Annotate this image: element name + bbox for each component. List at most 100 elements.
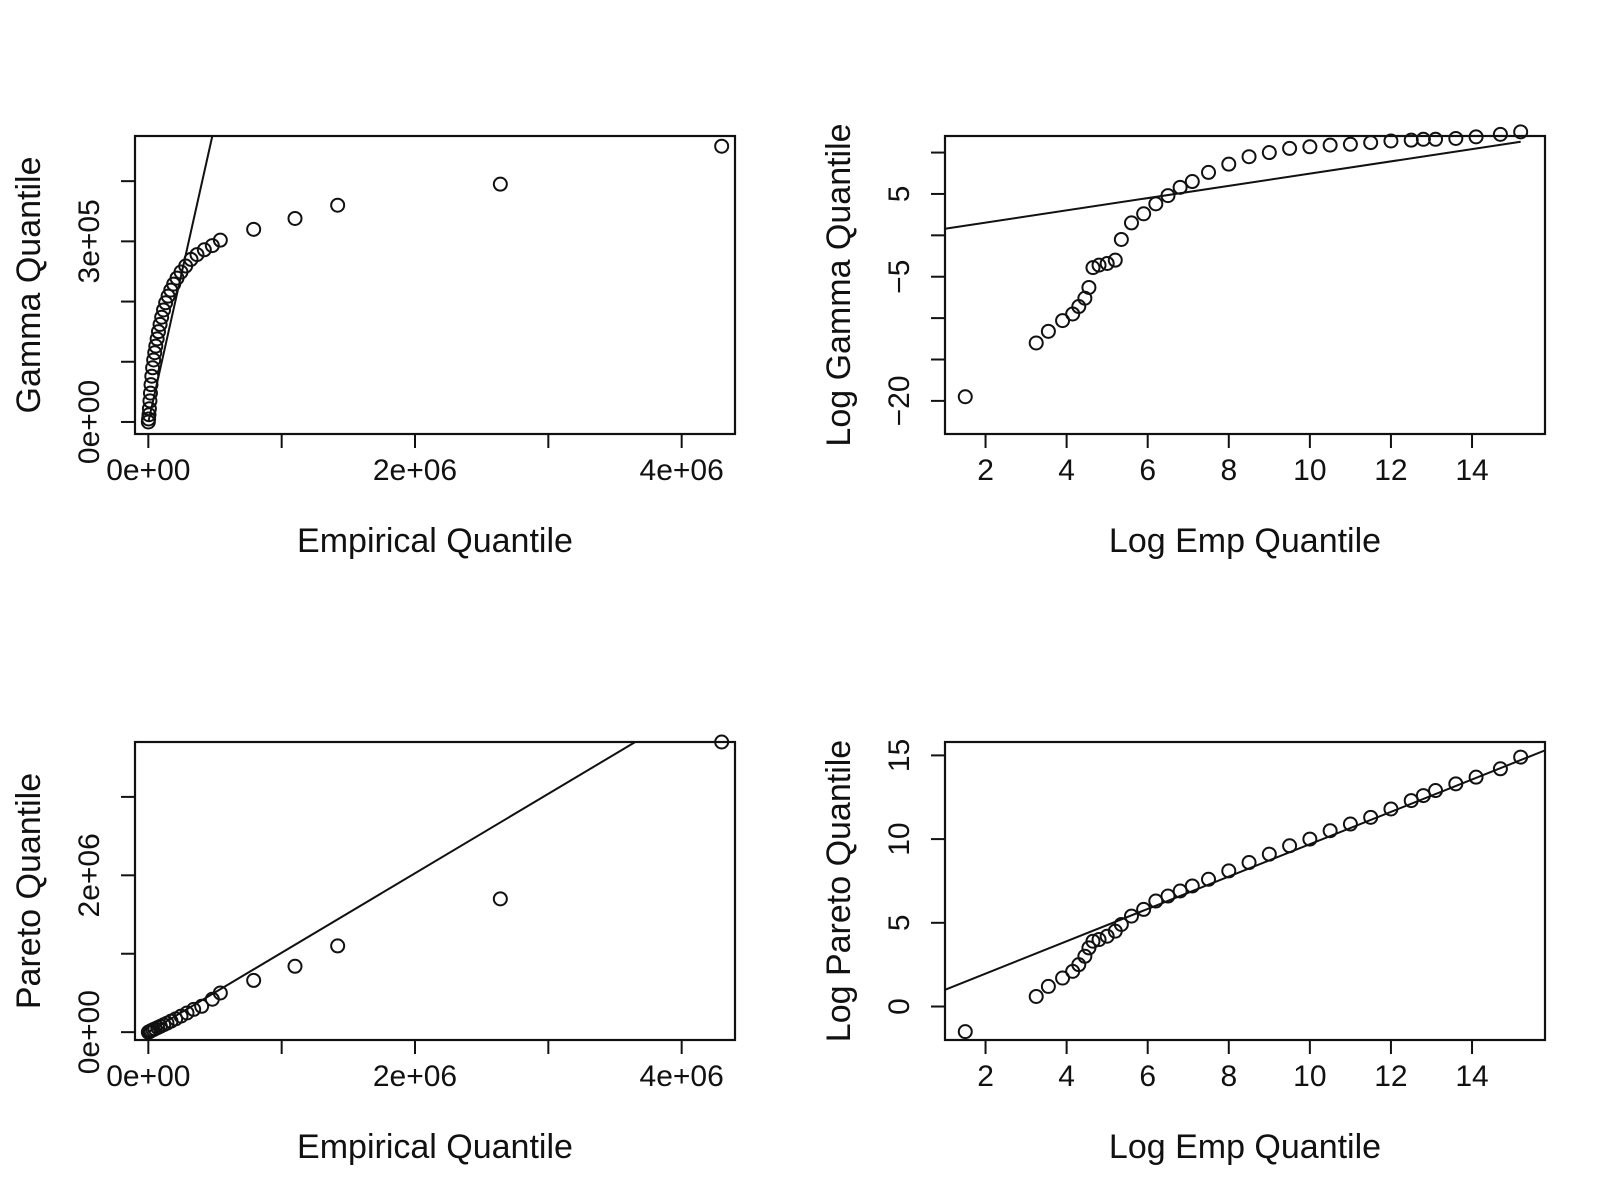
data-point bbox=[1342, 136, 1358, 152]
data-point bbox=[330, 938, 346, 954]
data-point bbox=[146, 352, 162, 368]
plot-frame bbox=[943, 134, 1547, 436]
y-tick-label: 15 bbox=[883, 739, 916, 772]
data-point bbox=[1099, 928, 1115, 944]
data-point bbox=[1136, 901, 1152, 917]
data-point bbox=[1261, 846, 1277, 862]
x-tick-label: 12 bbox=[1374, 1060, 1407, 1093]
data-point bbox=[1113, 916, 1129, 932]
y-axis-label: Pareto Quantile bbox=[10, 773, 48, 1009]
data-point bbox=[246, 972, 262, 988]
data-point bbox=[142, 393, 158, 409]
data-point bbox=[957, 389, 973, 405]
data-point bbox=[1428, 131, 1444, 147]
data-point bbox=[1468, 129, 1484, 145]
data-point bbox=[1040, 323, 1056, 339]
data-point bbox=[1492, 761, 1508, 777]
data-point bbox=[186, 1001, 202, 1017]
data-point bbox=[1040, 978, 1056, 994]
panel-top-right: 2 4 6 8 10 12 14 −20 −5 5 Log Emp Quantile Log Gamm… bbox=[820, 123, 1547, 560]
data-point bbox=[1363, 809, 1379, 825]
x-tick-label: 10 bbox=[1293, 454, 1326, 487]
data-point bbox=[1028, 988, 1044, 1004]
y-axis-label: Gamma Quantile bbox=[10, 157, 48, 414]
x-tick-label: 2 bbox=[977, 454, 994, 487]
data-point bbox=[1091, 932, 1107, 948]
data-point bbox=[492, 891, 508, 907]
x-axis-label: Empirical Quantile bbox=[297, 1128, 573, 1166]
x-axis-label: Log Emp Quantile bbox=[1109, 1128, 1381, 1166]
data-point bbox=[1342, 816, 1358, 832]
data-point bbox=[246, 221, 262, 237]
data-point bbox=[287, 210, 303, 226]
data-point bbox=[194, 998, 210, 1014]
y-tick-label: 5 bbox=[883, 186, 916, 203]
data-point bbox=[1363, 135, 1379, 151]
data-point bbox=[1172, 179, 1188, 195]
data-point bbox=[1160, 188, 1176, 204]
data-point bbox=[1241, 149, 1257, 165]
data-point bbox=[1513, 749, 1529, 765]
data-point bbox=[1028, 335, 1044, 351]
data-point bbox=[1201, 164, 1217, 180]
data-point bbox=[156, 302, 172, 318]
y-tick-label: 0 bbox=[883, 998, 916, 1015]
data-point bbox=[1172, 883, 1188, 899]
y-tick-label: 10 bbox=[883, 822, 916, 855]
data-point bbox=[287, 958, 303, 974]
y-tick-label: −5 bbox=[883, 260, 916, 294]
x-tick-label: 12 bbox=[1374, 454, 1407, 487]
data-point bbox=[141, 401, 157, 417]
x-tick-label: 4 bbox=[1058, 454, 1075, 487]
data-point bbox=[1302, 831, 1318, 847]
y-tick-label: −20 bbox=[883, 375, 916, 426]
data-point bbox=[1148, 196, 1164, 212]
data-point bbox=[1241, 855, 1257, 871]
data-point bbox=[150, 324, 166, 340]
data-point bbox=[144, 368, 160, 384]
x-tick-label: 14 bbox=[1455, 454, 1488, 487]
data-point bbox=[1184, 878, 1200, 894]
data-point bbox=[1091, 257, 1107, 273]
data-point bbox=[1282, 140, 1298, 156]
data-point bbox=[1513, 124, 1529, 140]
data-point bbox=[1055, 970, 1071, 986]
data-point bbox=[1099, 255, 1115, 271]
data-point bbox=[1448, 130, 1464, 146]
x-tick-label: 6 bbox=[1139, 454, 1156, 487]
data-point bbox=[1322, 137, 1338, 153]
data-point bbox=[1403, 793, 1419, 809]
data-point bbox=[1113, 231, 1129, 247]
data-point bbox=[714, 138, 730, 154]
x-tick-label: 4e+06 bbox=[640, 454, 724, 487]
data-point bbox=[1123, 908, 1139, 924]
data-point bbox=[1085, 933, 1101, 949]
data-point bbox=[212, 985, 228, 1001]
plot-frame bbox=[133, 134, 737, 436]
reference-line bbox=[147, 741, 636, 1034]
y-axis-label: Log Gamma Quantile bbox=[820, 123, 858, 446]
x-tick-label: 8 bbox=[1220, 454, 1237, 487]
reference-line bbox=[944, 749, 1546, 991]
data-point bbox=[158, 295, 174, 311]
data-point bbox=[957, 1024, 973, 1040]
data-point bbox=[330, 197, 346, 213]
data-point bbox=[1415, 788, 1431, 804]
plot-frame bbox=[943, 740, 1547, 1042]
data-point bbox=[1055, 313, 1071, 329]
data-point bbox=[1184, 174, 1200, 190]
data-point bbox=[147, 345, 163, 361]
y-tick-label: 3e+05 bbox=[73, 199, 106, 283]
x-tick-label: 0e+00 bbox=[106, 454, 190, 487]
data-point bbox=[1415, 131, 1431, 147]
x-tick-label: 6 bbox=[1139, 1060, 1156, 1093]
x-tick-label: 4e+06 bbox=[640, 1060, 724, 1093]
y-tick-label: 0e+00 bbox=[73, 380, 106, 464]
data-point bbox=[1282, 838, 1298, 854]
x-tick-label: 8 bbox=[1220, 1060, 1237, 1093]
data-point bbox=[152, 316, 168, 332]
data-point bbox=[143, 377, 159, 393]
data-point bbox=[1077, 948, 1093, 964]
data-point bbox=[1136, 206, 1152, 222]
